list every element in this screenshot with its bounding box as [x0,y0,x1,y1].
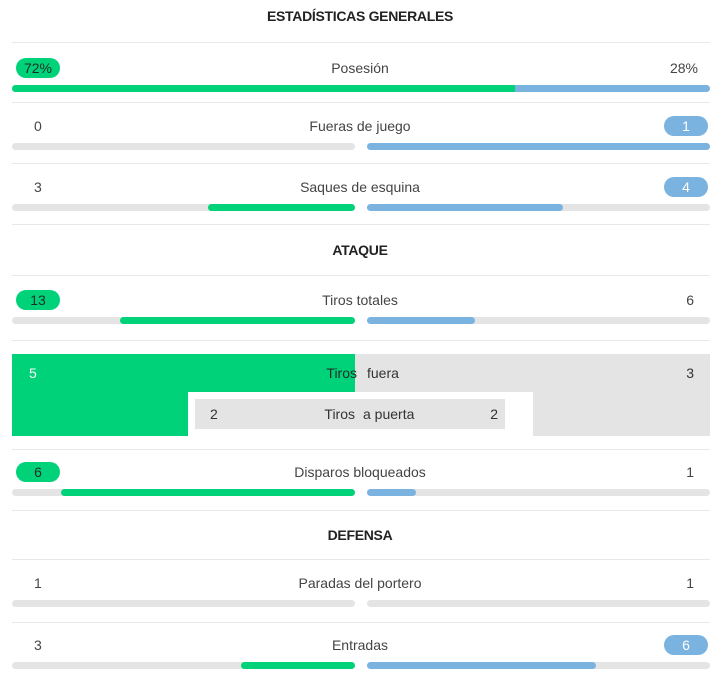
home-bar [12,317,355,324]
stat-label: Entradas [331,637,389,653]
home-value: 3 [34,637,42,653]
stat-row-total-shots: 13 Tiros totales 6 [0,290,720,330]
divider [12,340,710,341]
stat-row-saves: 1 Paradas del portero 1 [0,573,720,613]
away-bar [367,143,710,150]
stat-label: Paradas del portero [298,575,422,591]
divider [12,102,710,103]
stat-label: Saques de esquina [300,179,420,195]
possession-bar [12,85,710,92]
home-bar [12,489,355,496]
away-bar [367,662,710,669]
divider [12,449,710,450]
divider [12,622,710,623]
away-bar [367,204,710,211]
away-bar [367,600,710,607]
home-bar [12,662,355,669]
stat-label: Fueras de juego [309,118,411,134]
stat-row-blocked-shots: 6 Disparos bloqueados 1 [0,462,720,502]
stat-label: Tiros totales [322,292,398,308]
away-value-badge: 6 [664,635,708,655]
stat-row-corners: 3 Saques de esquina 4 [0,177,720,217]
home-bar-fill [120,317,355,324]
divider [12,42,710,43]
home-value-badge: 72% [16,58,60,78]
away-value: 1 [686,464,694,480]
stat-row-offsides: 0 Fueras de juego 1 [0,116,720,156]
shots-breakdown: 5 Tiros fuera 3 2 Tiros a puerta 2 [12,354,710,436]
stat-row-tackles: 3 Entradas 6 [0,635,720,675]
section-title-general: ESTADÍSTICAS GENERALES [266,8,454,24]
on-target-box: 2 Tiros a puerta 2 [195,399,505,429]
on-target-label-right: a puerta [363,406,415,422]
away-bar [367,317,710,324]
away-bar-fill [367,317,475,324]
stat-label: Posesión [331,60,389,76]
away-value-badge: 1 [664,116,708,136]
away-value: 28% [669,60,698,76]
on-target-home-value: 2 [210,406,218,422]
away-bar-fill [367,489,416,496]
home-value: 3 [34,179,42,195]
away-bar-fill [367,143,710,150]
home-bar-fill [61,489,355,496]
home-bar [12,600,355,607]
divider [12,163,710,164]
away-value: 1 [686,575,694,591]
home-bar-fill [241,662,355,669]
away-bar-fill [367,204,563,211]
stat-row-possession: 72% Posesión 28% [0,58,720,98]
divider [12,224,710,225]
home-possession-fill [12,85,515,92]
home-value-badge: 6 [16,462,60,482]
home-bar [12,143,355,150]
home-bar-fill [208,204,355,211]
on-target-away-value: 2 [490,406,498,422]
off-target-label-left: Tiros [326,365,357,381]
off-target-label-right: fuera [367,365,399,381]
away-bar [367,489,710,496]
off-target-away-value: 3 [686,365,694,381]
section-title-defense: DEFENSA [327,527,393,543]
on-target-frame: 2 Tiros a puerta 2 [188,392,533,436]
divider [12,275,710,276]
divider [12,510,710,511]
home-bar [12,204,355,211]
off-target-home-value: 5 [29,365,37,381]
away-possession-fill [515,85,710,92]
home-value: 1 [34,575,42,591]
stat-label: Disparos bloqueados [294,464,426,480]
home-value-badge: 13 [16,290,60,310]
away-value-badge: 4 [664,177,708,197]
away-value: 6 [686,292,694,308]
on-target-label-left: Tiros [324,406,355,422]
divider [12,559,710,560]
away-bar-fill [367,662,596,669]
home-value: 0 [34,118,42,134]
section-title-attack: ATAQUE [332,242,388,258]
